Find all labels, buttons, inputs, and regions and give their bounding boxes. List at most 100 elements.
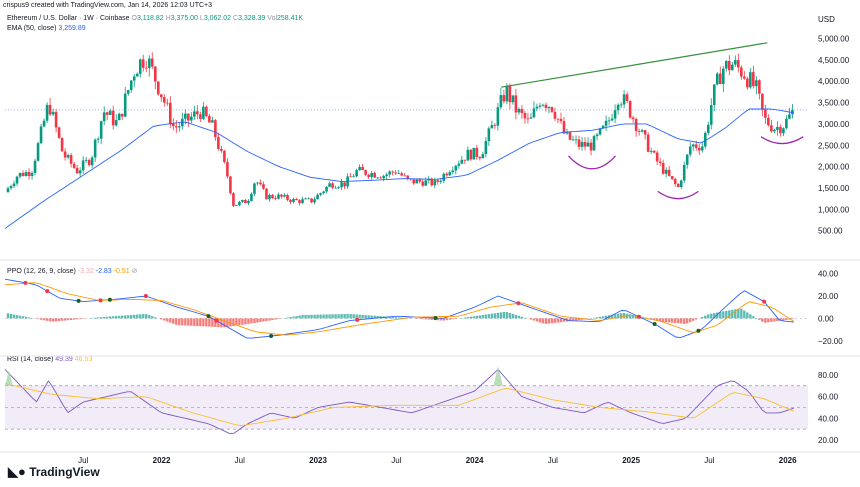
ppo-hist-down	[39, 318, 43, 320]
main-legend: Ethereum / U.S. Dollar · 1W · Coinbase O…	[7, 15, 303, 22]
ppo-hist-up	[310, 314, 313, 319]
candle-down	[141, 59, 145, 68]
price-y-tick: 4,000.00	[818, 77, 850, 86]
candle-down	[746, 78, 749, 88]
candle-down	[634, 118, 638, 132]
ppo-hist-down	[169, 318, 172, 323]
candle-up	[773, 129, 776, 132]
ppo-hist-down	[51, 318, 55, 322]
candle-up	[202, 106, 205, 119]
ppo-legend[interactable]: PPO (12, 26, 9, close) -3.32 -2.83 -0.51…	[7, 267, 137, 275]
ppo-hist-down	[776, 318, 779, 322]
ppo-cross-down-dot	[45, 289, 50, 294]
candle-down	[421, 181, 425, 186]
candle-up	[132, 76, 136, 81]
candle-down	[740, 67, 743, 77]
ppo-hist-up	[631, 315, 635, 319]
candle-up	[487, 128, 491, 142]
ppo-y-tick: 40.00	[818, 270, 839, 279]
ppo-hist-down	[60, 318, 64, 321]
ppo-hist-down	[430, 318, 433, 320]
ppo-hist-down	[181, 318, 184, 326]
ppo-line	[4, 278, 794, 339]
ppo-hist-down	[571, 318, 575, 321]
ppo-hist-up	[400, 317, 403, 319]
rsi-y-tick: 40.00	[818, 414, 839, 423]
ppo-hist-up	[313, 314, 316, 319]
candle-up	[415, 179, 419, 184]
candle-down	[223, 150, 226, 163]
candle-up	[685, 154, 689, 165]
candle-down	[229, 176, 232, 194]
ppo-hist-down	[418, 318, 421, 319]
candle-up	[481, 154, 485, 159]
ppo-hist-up	[604, 315, 608, 319]
candle-up	[454, 165, 458, 171]
candle-down	[770, 125, 773, 132]
ppo-hist-down	[535, 318, 539, 322]
ppo-hist-down	[250, 318, 253, 324]
candle-down	[418, 179, 422, 182]
candle-up	[721, 68, 725, 84]
ppo-hist-down	[196, 318, 199, 327]
ppo-cross-up-dot	[652, 322, 657, 326]
candle-up	[580, 142, 584, 147]
symbol-label[interactable]: Ethereum / U.S. Dollar · 1W · Coinbase	[7, 15, 130, 22]
candle-up	[184, 113, 187, 119]
ppo-hist-up	[478, 315, 482, 319]
ohlc-c-label: C	[233, 15, 239, 22]
ppo-hist-up	[96, 317, 100, 319]
ppo-hist-up	[628, 314, 632, 319]
candle-down	[60, 137, 64, 152]
rsi-legend[interactable]: RSI (14, close) 49.39 46.53	[7, 356, 92, 363]
ppo-hist-down	[770, 318, 773, 322]
price-y-tick: 2,500.00	[818, 141, 850, 150]
candle-down	[436, 180, 440, 182]
ppo-hist-down	[574, 318, 578, 321]
ppo-hist-down	[244, 318, 247, 325]
ppo-hist-down	[235, 318, 238, 326]
left-shoulder-arc	[568, 155, 616, 170]
candle-down	[577, 139, 581, 147]
ppo-hist-down	[48, 318, 52, 322]
candle-down	[226, 162, 229, 177]
ppo-hist-up	[340, 314, 343, 319]
candle-up	[574, 139, 578, 141]
ppo-hist-down	[436, 318, 439, 321]
candle-up	[33, 160, 37, 173]
candle-up	[376, 177, 379, 179]
ppo-hist-down	[274, 318, 277, 320]
candle-down	[172, 124, 175, 127]
candle-down	[244, 199, 247, 204]
ppo-hist-up	[361, 314, 364, 319]
ppo-hist-up	[710, 313, 713, 319]
trendline	[501, 42, 768, 88]
candle-down	[764, 109, 767, 118]
candle-up	[328, 183, 331, 187]
price-y-tick: 3,000.00	[818, 120, 850, 129]
candle-up	[712, 84, 716, 106]
ppo-settings-icon[interactable]: ⊘	[131, 268, 138, 275]
candle-down	[562, 121, 566, 134]
ppo-hist-up	[463, 317, 467, 319]
candle-down	[652, 150, 656, 153]
ema-legend[interactable]: EMA (50, close) 3,259.89	[7, 25, 86, 32]
candle-up	[706, 124, 710, 133]
ppo-hist-down	[238, 318, 241, 326]
brand-name: TradingView	[29, 465, 100, 479]
candle-up	[6, 188, 10, 193]
currency-label: USD	[818, 15, 835, 24]
ppo-hist-up	[15, 315, 19, 319]
ppo-hist-down	[427, 318, 430, 320]
ppo-hist-down	[658, 318, 662, 322]
candle-up	[397, 173, 401, 175]
candle-up	[788, 114, 791, 119]
x-tick-label: 2023	[309, 456, 327, 465]
ppo-hist-up	[737, 308, 740, 319]
candle-up	[691, 144, 695, 147]
series-lines	[4, 108, 795, 435]
grid	[0, 259, 860, 453]
tradingview-logo[interactable]: ◣● TradingView	[8, 464, 100, 480]
candle-up	[313, 199, 316, 203]
